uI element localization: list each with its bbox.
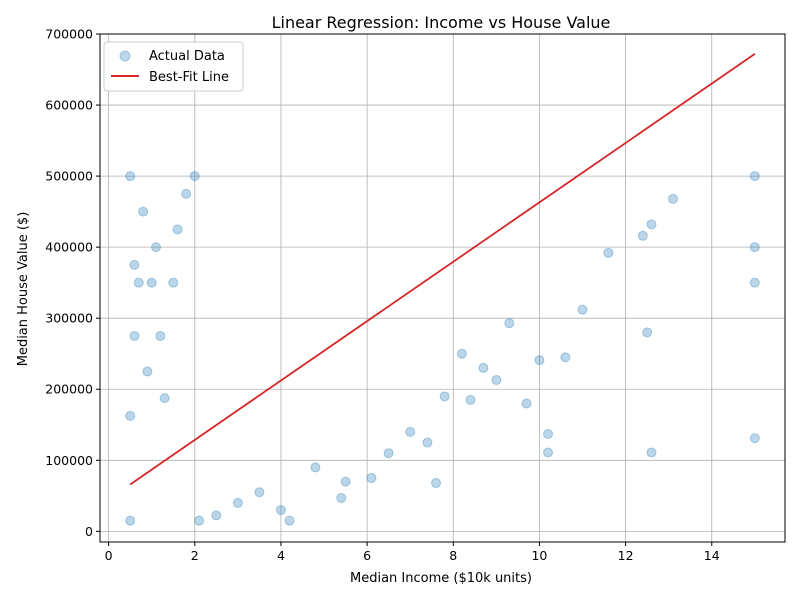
x-tick-label: 2 [191,548,199,563]
data-point [340,476,351,487]
data-point [138,206,149,217]
y-tick-label: 200000 [45,382,93,397]
data-point [543,429,554,440]
data-point [181,188,192,199]
data-point [151,242,162,253]
grid-lines [100,33,785,542]
data-point [125,410,136,421]
data-point [155,330,166,341]
data-point [456,348,467,359]
data-point [504,318,515,329]
data-point [646,447,657,458]
data-point [366,473,377,484]
y-tick-label: 400000 [45,240,93,255]
chart-title: Linear Regression: Income vs House Value [272,13,611,32]
y-axis-label: Median House Value ($) [16,212,31,367]
data-point [439,391,450,402]
x-tick-label: 6 [363,548,371,563]
x-tick-label: 12 [618,548,634,563]
data-point [637,230,648,241]
legend: Actual Data Best-Fit Line [103,41,244,92]
data-point [125,515,136,526]
data-point [465,394,476,405]
y-axis-ticks: 0 100000 200000 300000 400000 500000 600000 700… [45,27,100,539]
data-point [577,304,588,315]
x-tick-label: 14 [704,548,720,563]
y-tick-label: 600000 [45,98,93,113]
data-point [159,393,170,404]
data-point [749,171,760,182]
data-point [232,497,243,508]
data-point [667,193,678,204]
data-point [211,510,222,521]
data-point [336,492,347,503]
scatter-points [125,171,760,526]
data-point [146,277,157,288]
data-point [194,515,205,526]
legend-box [103,41,244,92]
data-point [383,448,394,459]
data-point [275,505,286,516]
data-point [189,171,200,182]
data-point [405,426,416,437]
data-point [749,277,760,288]
legend-label-actual-data: Actual Data [149,49,225,64]
data-point [543,447,554,458]
y-tick-label: 300000 [45,311,93,326]
y-tick-label: 700000 [45,27,93,42]
data-point [749,433,760,444]
legend-label-best-fit-line: Best-Fit Line [149,70,229,85]
y-tick-label: 0 [85,524,93,539]
data-point [603,247,614,258]
data-point [521,398,532,409]
data-point [129,330,140,341]
x-axis-ticks: 0 2 4 6 8 10 12 14 [105,542,720,563]
data-point [142,366,153,377]
x-axis-label: Median Income ($10k units) [350,571,532,586]
data-point [254,487,265,498]
plot-frame [99,33,786,543]
data-point [125,171,136,182]
data-point [172,224,183,235]
data-point [168,277,179,288]
data-point [491,375,502,386]
data-point [642,327,653,338]
y-tick-label: 100000 [45,453,93,468]
x-tick-label: 4 [277,548,285,563]
legend-marker-actual-data [119,50,131,62]
data-point [284,515,295,526]
data-point [749,242,760,253]
x-tick-label: 8 [449,548,457,563]
data-point [534,355,545,366]
fit-line-layer [129,53,756,486]
data-point [560,352,571,363]
data-point [478,362,489,373]
data-point [646,219,657,230]
data-point [310,462,321,473]
x-tick-label: 0 [105,548,113,563]
data-point [431,478,442,489]
data-point [133,277,144,288]
data-point [129,259,140,270]
x-tick-label: 10 [531,548,547,563]
y-tick-label: 500000 [45,169,93,184]
best-fit-line [129,53,756,486]
data-point [422,437,433,448]
